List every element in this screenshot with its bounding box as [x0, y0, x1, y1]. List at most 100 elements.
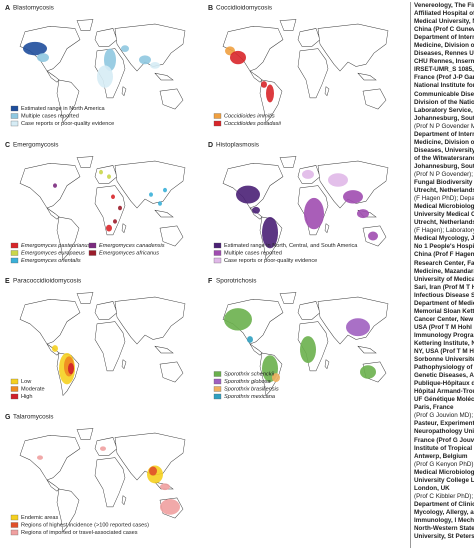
- map-panel: A Blastomycosis Estimated range in North A…: [5, 5, 186, 127]
- affiliation-line: Neuropathology Unit, I: [414, 428, 474, 436]
- panel-title: Paracoccidioidomycosis: [13, 278, 81, 285]
- affiliation-line: Medicine, Division of In: [414, 138, 474, 146]
- affiliation-line: Venereology, The First: [414, 2, 474, 9]
- legend-label: Emergomyces orientalis: [21, 258, 81, 264]
- affiliation-line: France (Prof G Jouvion: [414, 436, 474, 444]
- affiliation-line: Fungal Biodiversity Inst: [414, 179, 474, 187]
- endemic-region: [266, 84, 274, 103]
- affiliation-line: of the Witwatersrand,: [414, 154, 474, 162]
- panel-title: Sporotrichosis: [216, 278, 257, 285]
- map-panel: B Coccidioidomycosis Coccidioides immitis C…: [208, 5, 389, 127]
- endemic-region: [107, 174, 111, 179]
- affiliation-line: Utrecht, Netherlands: [414, 187, 474, 195]
- legend-label: Emergomyces africanus: [99, 250, 159, 256]
- endemic-region: [150, 62, 160, 69]
- affiliation-line: London, UK: [414, 484, 450, 492]
- panel-title: Emergomycosis: [13, 142, 58, 149]
- affiliation-line: Publique-Hôpitaux de: [414, 380, 474, 388]
- affiliation-line: Kettering Institute, Ne: [414, 339, 474, 347]
- endemic-region: [262, 216, 278, 249]
- affiliation-line: Diseases, Rennes Unive: [414, 50, 474, 58]
- world-map: [222, 292, 389, 396]
- panel-letter: F: [208, 278, 213, 285]
- affiliation-line: Cancer Center, New Yo: [414, 315, 474, 323]
- endemic-region: [113, 219, 117, 224]
- endemic-region: [252, 206, 260, 214]
- affiliation-line: (Prof N P Govender MD): [414, 122, 474, 130]
- world-map: [222, 19, 389, 123]
- affiliation-line: Sorbonne Université,: [414, 356, 474, 364]
- legend-label: Multiple cases reported: [224, 250, 282, 256]
- affiliation-line: Johannesburg, South A: [414, 162, 474, 170]
- panel-letter: G: [5, 414, 11, 421]
- legend-swatch: [10, 522, 19, 528]
- endemic-region: [52, 345, 58, 352]
- endemic-region: [343, 190, 363, 204]
- affiliation-line: USA (Prof T M Hohl MD): [414, 323, 474, 331]
- affiliation-line: Affiliated Hospital of S: [414, 10, 474, 18]
- affiliation-line: Infectious Disease Serv: [414, 291, 474, 299]
- legend-swatch: [10, 120, 19, 127]
- legend-label: Low: [21, 379, 32, 385]
- legend-label: Emergomyces pasteurianus: [21, 243, 91, 249]
- affiliation-line: (Prof C Kibbler PhD);: [414, 492, 474, 500]
- affiliation-line: Department of Medicin: [414, 299, 474, 307]
- affiliation-line: Sari, Iran (Prof M T Hed: [414, 283, 474, 291]
- affiliation-line: Pathophysiology of Pe: [414, 364, 474, 372]
- world-map: [19, 19, 186, 123]
- endemic-region: [118, 205, 122, 211]
- world-map: [222, 156, 389, 260]
- legend-swatch: [10, 257, 19, 264]
- affiliation-line: Mycology, Allergy, and: [414, 508, 474, 516]
- affiliation-line: No 1 People's Hospital: [414, 243, 474, 251]
- affiliation-line: Institute of Tropical M: [414, 444, 474, 452]
- affiliation-line: University College Lon: [414, 476, 474, 484]
- affiliation-line: (F Hagen); Laboratory: [414, 227, 474, 235]
- legend-swatch: [213, 242, 222, 249]
- affiliation-line: Department of Internal: [414, 130, 474, 138]
- endemic-region: [163, 187, 167, 193]
- continents: [19, 292, 186, 396]
- legend-label: Endemic areas: [21, 515, 59, 521]
- endemic-region: [100, 446, 106, 451]
- affiliation-line: France (Prof J-P Gangne: [414, 74, 474, 82]
- legend-label: Moderate: [21, 386, 45, 392]
- affiliation-line: Department of Internal: [414, 34, 474, 42]
- endemic-region: [272, 373, 280, 383]
- affiliation-line: North-Western State M: [414, 525, 474, 533]
- endemic-region: [139, 55, 151, 65]
- affiliation-line: Hôpital Armand-Trouss: [414, 388, 474, 396]
- affiliation-line: Pasteur, Experimental: [414, 420, 474, 428]
- legend-swatch: [88, 250, 97, 256]
- legend-label: Case reports or poor-quality evidence: [21, 121, 114, 127]
- affiliation-line: UF Génétique Molécul: [414, 396, 474, 404]
- endemic-region: [23, 41, 47, 56]
- endemic-region: [304, 197, 324, 230]
- affiliation-line: University, St Petersb: [414, 533, 474, 541]
- affiliation-line: Laboratory Service,: [414, 106, 473, 114]
- side-text-column: Venereology, The FirstAffiliated Hospita…: [410, 2, 474, 548]
- affiliation-line: China (Prof C Gunewi M: [414, 26, 474, 34]
- legend-label: Regions of imported or travel-associated…: [21, 530, 138, 536]
- affiliation-line: Medicine, Division of In: [414, 42, 474, 50]
- endemic-region: [346, 318, 370, 337]
- legend-swatch: [213, 371, 222, 377]
- legend-label: Case reports or poor-quality evidence: [224, 258, 317, 264]
- world-map: [19, 292, 186, 396]
- affiliation-line: Paris, France: [414, 404, 454, 412]
- panel-letter: C: [5, 142, 10, 149]
- legend-swatch: [10, 113, 19, 119]
- endemic-region: [99, 169, 103, 175]
- affiliation-line: CHU Rennes, Inserm,: [414, 58, 474, 66]
- world-map: [19, 156, 186, 260]
- legend-label: Emergomyces canadensis: [99, 243, 165, 249]
- endemic-region: [104, 48, 116, 71]
- panel-letter: E: [5, 278, 10, 285]
- endemic-region: [261, 81, 267, 88]
- affiliation-line: Medicine, Mazandaran: [414, 267, 474, 275]
- endemic-region: [160, 483, 170, 491]
- legend-swatch: [213, 250, 222, 256]
- endemic-region: [158, 201, 162, 206]
